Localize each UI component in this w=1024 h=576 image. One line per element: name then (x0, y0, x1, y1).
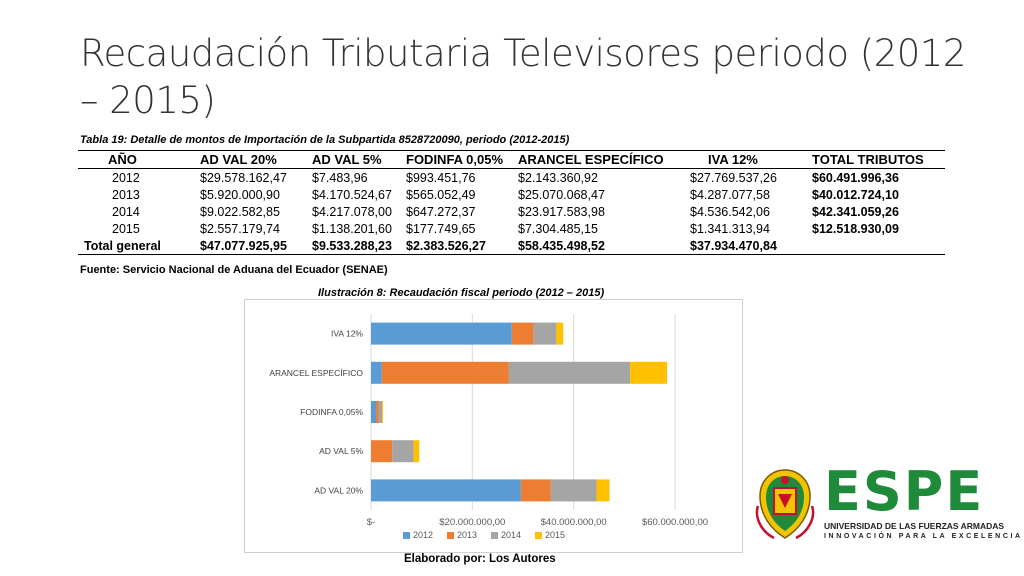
cell-ad-val-5: $1.138.201,60 (312, 221, 392, 236)
cell-fodinfa: $565.052,49 (406, 187, 476, 202)
bar-segment (371, 361, 382, 384)
cell-fodinfa: $647.272,37 (406, 204, 476, 219)
cell-ad-val-5: $7.483,96 (312, 170, 368, 185)
bar-segment (508, 361, 631, 384)
bar-segment (630, 361, 668, 384)
bar-segment (520, 479, 551, 502)
stacked-bar-chart: $- $20.000.000,00 $40.000.000,00 $60.000.00… (269, 314, 708, 540)
legend-swatch (447, 532, 454, 539)
header-arancel: ARANCEL ESPECÍFICO (516, 150, 688, 169)
table-row: 2015 $2.557.179,74 $1.138.201,60 $177.74… (78, 220, 945, 237)
bar-segment (550, 479, 597, 502)
cell-iva: $4.536.542,06 (690, 204, 770, 219)
legend-swatch (535, 532, 542, 539)
cell-total: $12.518.930,09 (812, 221, 899, 236)
brand-name: ESPE (824, 460, 985, 523)
y-category-label: ARANCEL ESPECÍFICO (269, 368, 363, 378)
cell-ad-val-5: $4.217.078,00 (312, 204, 392, 219)
bar-segment (511, 322, 534, 345)
figure-credit: Elaborado por: Los Autores (404, 553, 556, 565)
cell-total: $42.341.059,26 (812, 204, 899, 219)
chart-frame: $- $20.000.000,00 $40.000.000,00 $60.000.00… (244, 299, 743, 553)
espe-logo: ESPE UNIVERSIDAD DE LAS FUERZAS ARMADAS … (752, 460, 1023, 546)
cell-year: 2013 (112, 187, 140, 202)
cell-iva: $4.287.077,58 (690, 187, 770, 202)
bar-segment (371, 479, 521, 502)
cell-total: $40.012.724,10 (812, 187, 899, 202)
table-total-row: Total general $47.077.925,95 $9.533.288,… (78, 237, 945, 255)
bar-segment (378, 401, 383, 423)
y-category-label: AD VAL 20% (314, 485, 363, 495)
cell-ad-val-20: $2.557.179,74 (200, 221, 280, 236)
crest-icon (755, 469, 815, 540)
bar-segment (382, 401, 384, 423)
cell-ad-val-20: $5.920.000,90 (200, 187, 280, 202)
bar-segment (371, 322, 512, 345)
bar-segment (376, 401, 379, 423)
cell-total-iva: $37.934.470,84 (688, 237, 810, 255)
cell-total-ad-val-20: $47.077.925,95 (198, 237, 310, 255)
motto: INNOVACIÓN PARA LA EXCELENCIA (824, 533, 1023, 540)
cell-year: 2015 (112, 221, 140, 236)
cell-total-label: Total general (78, 237, 198, 255)
y-category-label: IVA 12% (331, 329, 363, 339)
bar-segment (596, 479, 610, 502)
table-row: 2013 $5.920.000,90 $4.170.524,67 $565.05… (78, 186, 945, 203)
x-tick-label: $- (367, 517, 375, 528)
header-ad-val-20: AD VAL 20% (198, 150, 310, 169)
cell-arancel: $7.304.485,15 (518, 221, 598, 236)
table-header-row: AÑO AD VAL 20% AD VAL 5% FODINFA 0,05% A… (78, 150, 945, 169)
cell-arancel: $25.070.068,47 (518, 187, 605, 202)
cell-ad-val-20: $9.022.582,85 (200, 204, 280, 219)
cell-fodinfa: $177.749,65 (406, 221, 476, 236)
table-row: 2012 $29.578.162,47 $7.483,96 $993.451,7… (78, 169, 945, 187)
header-ad-val-5: AD VAL 5% (310, 150, 404, 169)
legend-label: 2013 (457, 530, 477, 540)
legend-label: 2014 (501, 530, 521, 540)
cell-year: 2014 (112, 204, 140, 219)
cell-total-fodinfa: $2.383.526,27 (404, 237, 516, 255)
cell-iva: $1.341.313,94 (690, 221, 770, 236)
cell-ad-val-20: $29.578.162,47 (200, 170, 287, 185)
table-row: 2014 $9.022.582,85 $4.217.078,00 $647.27… (78, 203, 945, 220)
x-tick-label: $40.000.000,00 (541, 517, 607, 528)
bar-segment (371, 401, 377, 423)
cell-iva: $27.769.537,26 (690, 170, 777, 185)
y-category-label: FODINFA 0,05% (300, 407, 363, 417)
cell-ad-val-5: $4.170.524,67 (312, 187, 392, 202)
bar-segment (381, 361, 509, 384)
legend-label: 2012 (413, 530, 433, 540)
cell-total-total (810, 237, 945, 255)
table-source: Fuente: Servicio Nacional de Aduana del … (80, 264, 388, 276)
bar-segment (413, 440, 420, 463)
cell-total-ad-val-5: $9.533.288,23 (310, 237, 404, 255)
tax-table: AÑO AD VAL 20% AD VAL 5% FODINFA 0,05% A… (78, 150, 945, 255)
slide-title: Recaudación Tributaria Televisores perio… (80, 32, 966, 122)
legend-swatch (491, 532, 498, 539)
table-caption: Tabla 19: Detalle de montos de Importaci… (80, 134, 570, 146)
header-total: TOTAL TRIBUTOS (810, 150, 945, 169)
cell-total: $60.491.996,36 (812, 170, 899, 185)
cell-fodinfa: $993.451,76 (406, 170, 476, 185)
y-category-label: AD VAL 5% (319, 446, 363, 456)
bar-segment (533, 322, 557, 345)
header-iva: IVA 12% (688, 150, 810, 169)
cell-arancel: $2.143.360,92 (518, 170, 598, 185)
x-tick-label: $60.000.000,00 (642, 517, 708, 528)
cell-year: 2012 (112, 170, 140, 185)
figure-caption: Ilustración 8: Recaudación fiscal period… (318, 287, 605, 299)
university-name: UNIVERSIDAD DE LAS FUERZAS ARMADAS (824, 521, 1005, 531)
bar-segment (371, 440, 393, 463)
header-fodinfa: FODINFA 0,05% (404, 150, 516, 169)
legend-label: 2015 (545, 530, 565, 540)
bar-segment (556, 322, 564, 345)
cell-total-arancel: $58.435.498,52 (516, 237, 688, 255)
cell-arancel: $23.917.583,98 (518, 204, 605, 219)
header-year: AÑO (78, 150, 198, 169)
bar-segment (392, 440, 414, 463)
x-tick-label: $20.000.000,00 (439, 517, 505, 528)
legend-swatch (403, 532, 410, 539)
